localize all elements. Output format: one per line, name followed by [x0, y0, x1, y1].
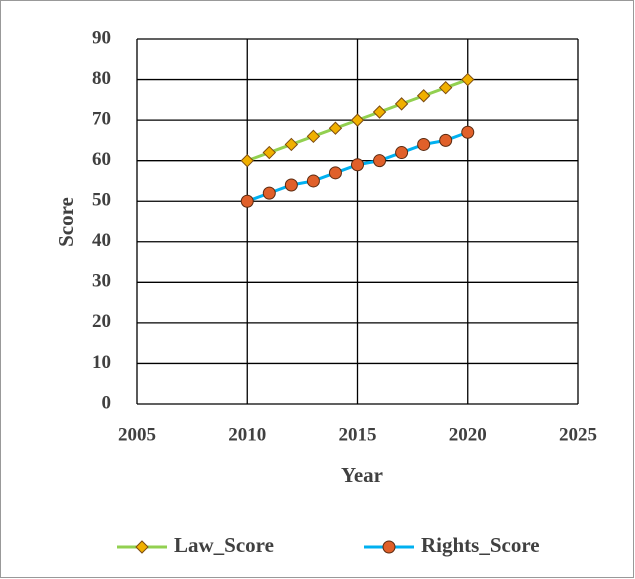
data-point	[306, 129, 321, 144]
x-tick-label: 2005	[118, 424, 156, 445]
data-point	[328, 166, 342, 180]
data-point	[240, 194, 254, 208]
data-point	[262, 186, 276, 200]
legend-label: Law_Score	[174, 533, 274, 557]
data-point	[350, 113, 365, 127]
x-tick-label: 2025	[559, 424, 597, 445]
y-tick-label: 40	[92, 230, 111, 251]
data-point	[373, 154, 387, 168]
data-point	[395, 146, 409, 160]
y-axis-title: Score	[54, 197, 78, 247]
y-tick-label: 90	[92, 27, 111, 48]
data-point	[417, 137, 431, 151]
x-axis-title: Year	[341, 463, 383, 487]
legend-label: Rights_Score	[421, 533, 540, 557]
y-tick-label: 70	[92, 108, 111, 129]
data-point	[262, 145, 277, 160]
data-point	[416, 89, 431, 103]
data-point	[461, 72, 475, 87]
y-tick-label: 80	[92, 68, 111, 89]
y-tick-label: 0	[102, 392, 112, 413]
data-point	[461, 125, 475, 139]
data-point	[284, 137, 299, 152]
data-point	[372, 105, 387, 119]
data-point	[284, 178, 298, 192]
data-point	[394, 97, 409, 111]
data-point	[439, 133, 453, 147]
y-tick-label: 30	[92, 271, 111, 292]
data-point	[306, 174, 320, 188]
data-point	[240, 153, 254, 168]
x-tick-label: 2020	[449, 424, 487, 445]
y-tick-label: 10	[92, 352, 111, 373]
y-tick-label: 20	[92, 311, 111, 332]
y-tick-label: 60	[92, 149, 111, 170]
legend-marker	[382, 540, 396, 554]
data-point	[438, 80, 453, 95]
x-tick-label: 2010	[228, 424, 266, 445]
legend-marker	[135, 540, 149, 554]
x-tick-label: 2015	[339, 424, 377, 445]
y-tick-label: 50	[92, 190, 111, 211]
data-point	[328, 121, 343, 135]
data-point	[351, 158, 364, 172]
